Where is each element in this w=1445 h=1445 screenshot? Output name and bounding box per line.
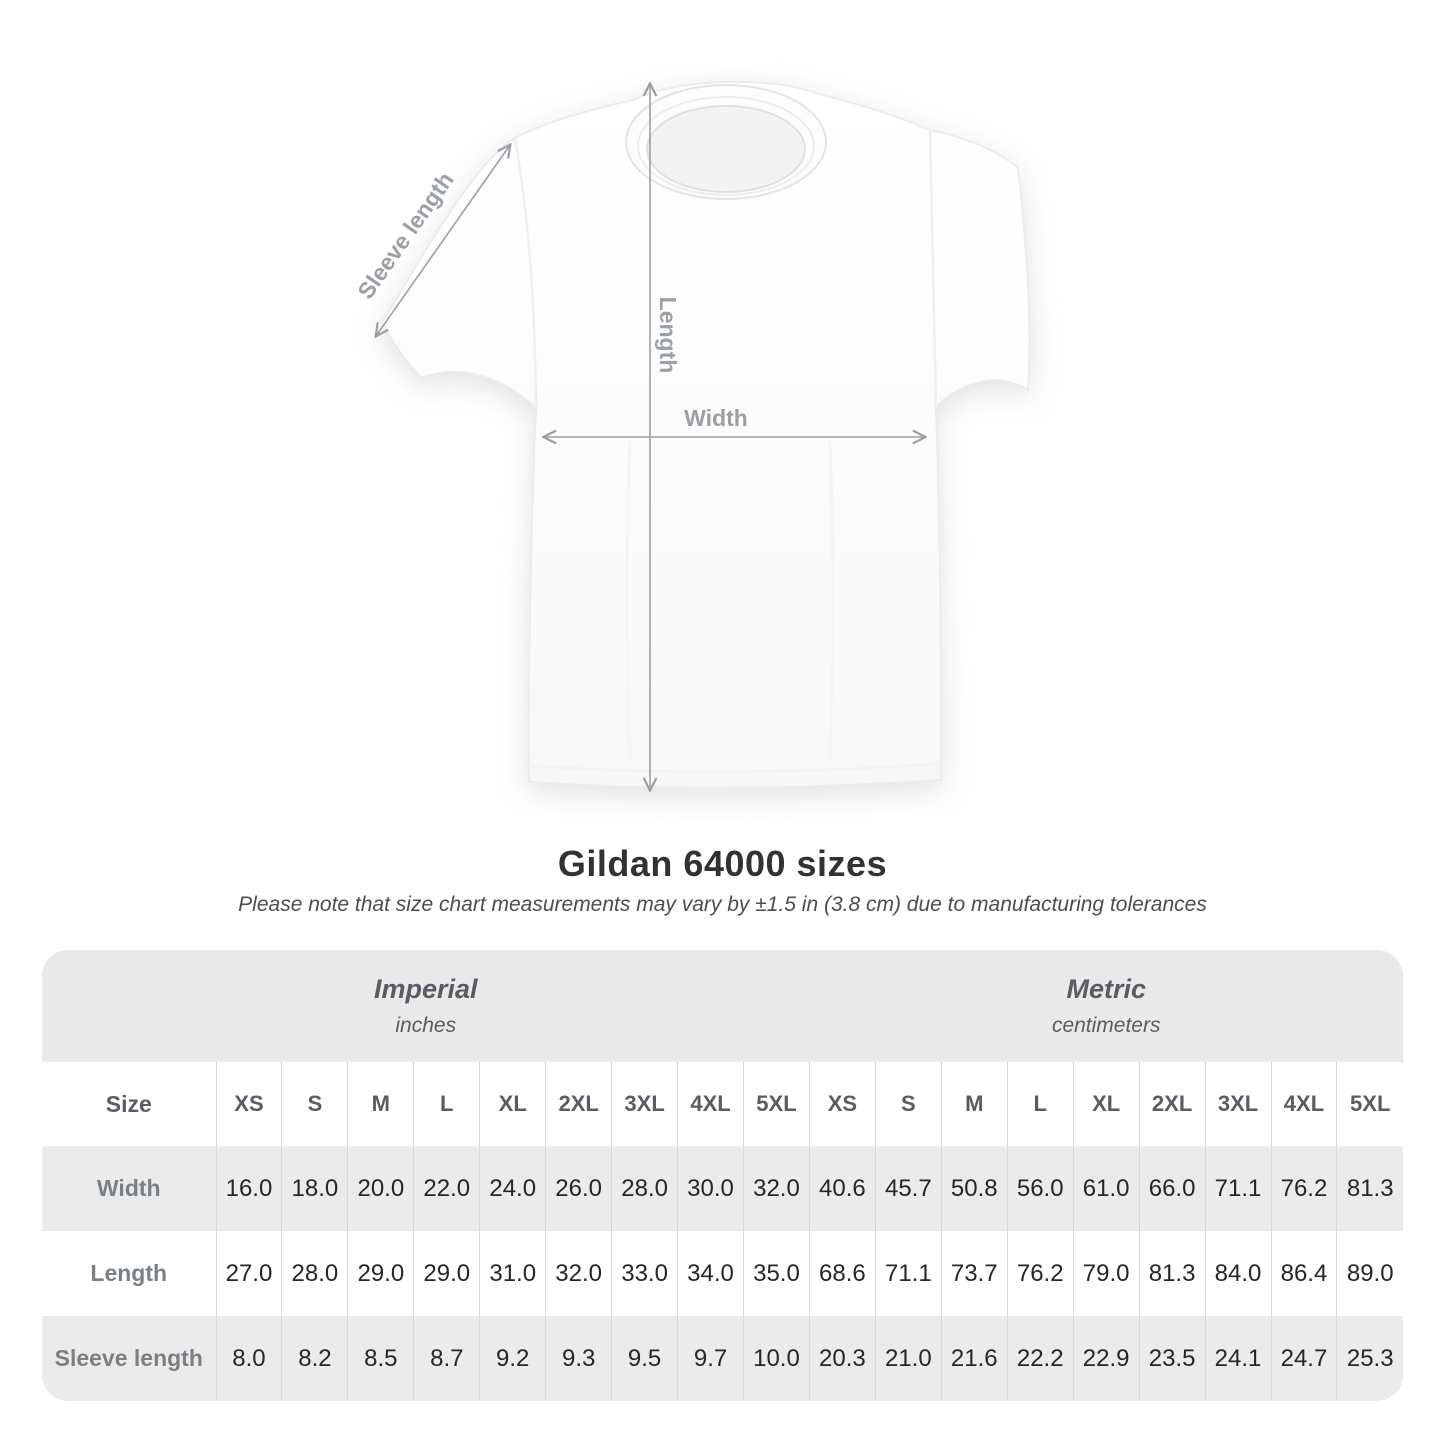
size-header-cell: M: [347, 1062, 414, 1146]
value-cell: 22.9: [1072, 1316, 1140, 1401]
value-cell: 26.0: [545, 1146, 612, 1231]
value-cell: 27.0: [215, 1231, 282, 1316]
value-cell: 84.0: [1204, 1231, 1271, 1316]
value-cell: 23.5: [1138, 1316, 1206, 1401]
value-cell: 30.0: [677, 1146, 744, 1231]
page-subtitle: Please note that size chart measurements…: [238, 893, 1207, 916]
value-cell: 32.0: [743, 1146, 810, 1231]
value-cell: 21.6: [940, 1316, 1008, 1401]
size-header-cell: L: [413, 1062, 480, 1146]
value-cell: 71.1: [1204, 1146, 1271, 1231]
value-cell: 61.0: [1072, 1146, 1140, 1231]
value-cell: 56.0: [1006, 1146, 1074, 1231]
size-table-container: Imperial inches Metric centimeters Size …: [42, 950, 1403, 1401]
value-cell: 22.0: [413, 1146, 480, 1231]
value-cell: 66.0: [1138, 1146, 1206, 1231]
value-cell: 40.6: [808, 1146, 876, 1231]
value-cell: 73.7: [940, 1231, 1008, 1316]
size-header-cell: XS: [215, 1062, 282, 1146]
value-cell: 21.0: [874, 1316, 942, 1401]
table-row-sleeve-length: Sleeve length 8.0 8.2 8.5 8.7 9.2 9.3 9.…: [42, 1316, 1403, 1401]
value-cell: 8.2: [281, 1316, 348, 1401]
size-header-cell: XL: [1072, 1062, 1140, 1146]
value-cell: 28.0: [281, 1231, 348, 1316]
value-cell: 9.2: [479, 1316, 546, 1401]
value-cell: 28.0: [611, 1146, 678, 1231]
value-cell: 31.0: [479, 1231, 546, 1316]
size-header-cell: 3XL: [1204, 1062, 1271, 1146]
value-cell: 24.0: [479, 1146, 546, 1231]
length-label: Length: [655, 297, 681, 374]
value-cell: 81.3: [1138, 1231, 1206, 1316]
size-header-cell: S: [874, 1062, 942, 1146]
unit-group-row: Imperial inches Metric centimeters: [42, 950, 1403, 1062]
value-cell: 9.3: [545, 1316, 612, 1401]
value-cell: 79.0: [1072, 1231, 1140, 1316]
value-cell: 81.3: [1336, 1146, 1403, 1231]
size-header-row: Size XS S M L XL 2XL 3XL 4XL 5XL XS S M …: [42, 1062, 1403, 1146]
value-cell: 50.8: [940, 1146, 1008, 1231]
value-cell: 29.0: [347, 1231, 414, 1316]
value-cell: 34.0: [677, 1231, 744, 1316]
size-header-cell: XL: [479, 1062, 546, 1146]
value-cell: 20.0: [347, 1146, 414, 1231]
value-cell: 86.4: [1270, 1231, 1337, 1316]
value-cell: 45.7: [874, 1146, 942, 1231]
row-label: Width: [42, 1146, 216, 1231]
imperial-group-label: Imperial: [373, 974, 478, 1004]
value-cell: 24.1: [1204, 1316, 1271, 1401]
value-cell: 33.0: [611, 1231, 678, 1316]
size-column-header: Size: [42, 1062, 216, 1146]
value-cell: 35.0: [743, 1231, 810, 1316]
size-header-cell: 5XL: [743, 1062, 810, 1146]
imperial-group-unit: inches: [395, 1014, 457, 1037]
size-header-cell: M: [940, 1062, 1008, 1146]
value-cell: 24.7: [1270, 1316, 1337, 1401]
size-header-cell: XS: [808, 1062, 876, 1146]
sleeve-length-dimension-arrow: [376, 145, 510, 336]
imperial-group-header: Imperial inches: [42, 950, 810, 1062]
size-header-cell: 2XL: [1138, 1062, 1206, 1146]
value-cell: 22.2: [1006, 1316, 1074, 1401]
value-cell: 18.0: [281, 1146, 348, 1231]
metric-group-label: Metric: [1066, 974, 1146, 1004]
metric-group-header: Metric centimeters: [809, 950, 1403, 1062]
value-cell: 76.2: [1270, 1146, 1337, 1231]
row-label: Sleeve length: [42, 1316, 216, 1401]
value-cell: 8.0: [215, 1316, 282, 1401]
value-cell: 8.7: [413, 1316, 480, 1401]
size-header-cell: 4XL: [1270, 1062, 1337, 1146]
size-header-cell: L: [1006, 1062, 1074, 1146]
value-cell: 76.2: [1006, 1231, 1074, 1316]
value-cell: 8.5: [347, 1316, 414, 1401]
row-label: Length: [42, 1231, 216, 1316]
size-header-cell: 4XL: [677, 1062, 744, 1146]
size-header-cell: S: [281, 1062, 348, 1146]
size-header-cell: 2XL: [545, 1062, 612, 1146]
value-cell: 20.3: [808, 1316, 876, 1401]
table-row-length: Length 27.0 28.0 29.0 29.0 31.0 32.0 33.…: [42, 1231, 1403, 1316]
value-cell: 25.3: [1336, 1316, 1403, 1401]
metric-group-unit: centimeters: [1051, 1014, 1161, 1037]
value-cell: 89.0: [1336, 1231, 1403, 1316]
value-cell: 16.0: [215, 1146, 282, 1231]
tshirt-measurement-figure: Width Length Sleeve length: [330, 60, 1070, 820]
size-table: Imperial inches Metric centimeters Size …: [42, 950, 1403, 1401]
table-row-width: Width 16.0 18.0 20.0 22.0 24.0 26.0 28.0…: [42, 1146, 1403, 1231]
size-header-cell: 5XL: [1336, 1062, 1403, 1146]
size-header-cell: 3XL: [611, 1062, 678, 1146]
page-title: Gildan 64000 sizes: [557, 843, 888, 884]
collar: [625, 84, 827, 200]
value-cell: 29.0: [413, 1231, 480, 1316]
value-cell: 71.1: [874, 1231, 942, 1316]
value-cell: 10.0: [743, 1316, 810, 1401]
value-cell: 9.7: [677, 1316, 744, 1401]
value-cell: 9.5: [611, 1316, 678, 1401]
value-cell: 68.6: [808, 1231, 876, 1316]
width-label: Width: [684, 405, 748, 431]
value-cell: 32.0: [545, 1231, 612, 1316]
